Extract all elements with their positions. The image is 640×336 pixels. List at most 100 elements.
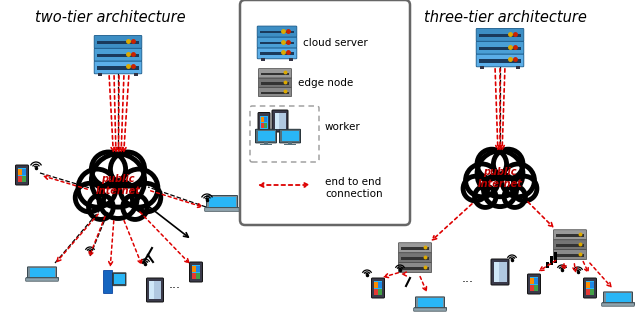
FancyBboxPatch shape	[259, 69, 292, 78]
Bar	[546, 262, 549, 268]
Bar	[98, 73, 102, 76]
FancyBboxPatch shape	[491, 259, 509, 285]
Bar	[282, 131, 298, 141]
FancyBboxPatch shape	[527, 274, 541, 294]
Bar	[556, 235, 584, 237]
FancyBboxPatch shape	[205, 208, 239, 211]
FancyBboxPatch shape	[189, 262, 202, 282]
FancyBboxPatch shape	[147, 278, 163, 302]
Circle shape	[465, 164, 499, 197]
FancyBboxPatch shape	[113, 273, 126, 286]
FancyBboxPatch shape	[476, 29, 524, 41]
Bar	[534, 285, 538, 291]
FancyBboxPatch shape	[371, 278, 385, 298]
Circle shape	[484, 174, 516, 207]
Bar	[29, 268, 54, 277]
Bar	[378, 282, 381, 288]
FancyBboxPatch shape	[398, 263, 431, 272]
FancyBboxPatch shape	[94, 61, 142, 74]
Bar	[590, 282, 593, 288]
Bar	[493, 261, 499, 282]
Bar	[586, 281, 595, 295]
Bar	[414, 307, 446, 309]
Text: public
Internet: public Internet	[477, 167, 522, 189]
Bar	[18, 169, 22, 175]
Circle shape	[76, 183, 104, 212]
FancyBboxPatch shape	[28, 267, 56, 279]
Bar	[97, 66, 139, 70]
Bar	[378, 289, 381, 294]
Bar	[149, 281, 154, 299]
Bar	[18, 168, 26, 182]
Bar	[260, 116, 268, 128]
Text: public
Internet: public Internet	[95, 174, 140, 196]
FancyBboxPatch shape	[258, 113, 270, 131]
FancyBboxPatch shape	[26, 278, 58, 281]
Bar	[114, 274, 125, 284]
Text: worker: worker	[325, 122, 361, 132]
Circle shape	[493, 149, 523, 179]
Bar	[261, 58, 265, 61]
FancyBboxPatch shape	[257, 48, 297, 59]
Circle shape	[123, 195, 147, 219]
Bar	[196, 272, 200, 279]
FancyBboxPatch shape	[554, 230, 587, 240]
Bar	[284, 144, 296, 145]
Text: ...: ...	[462, 271, 474, 285]
Bar	[97, 53, 139, 57]
Bar	[209, 197, 236, 207]
FancyBboxPatch shape	[476, 41, 524, 54]
Bar	[586, 282, 589, 288]
Bar	[586, 289, 589, 294]
Text: end to end
connection: end to end connection	[325, 177, 383, 199]
Bar	[261, 73, 289, 75]
Bar	[534, 278, 538, 284]
Bar	[556, 254, 584, 257]
FancyBboxPatch shape	[104, 270, 113, 294]
Bar	[260, 31, 294, 34]
FancyBboxPatch shape	[257, 26, 297, 37]
Circle shape	[92, 152, 125, 186]
FancyBboxPatch shape	[554, 240, 587, 250]
Bar	[18, 175, 22, 181]
Bar	[192, 266, 195, 272]
Text: cloud server: cloud server	[303, 38, 368, 48]
Bar	[590, 289, 593, 294]
Bar	[374, 289, 378, 294]
FancyBboxPatch shape	[259, 87, 292, 97]
Circle shape	[477, 151, 523, 197]
FancyBboxPatch shape	[207, 196, 237, 209]
Bar	[289, 58, 293, 61]
Circle shape	[132, 183, 161, 212]
Circle shape	[92, 154, 145, 207]
Bar	[554, 252, 557, 263]
Circle shape	[88, 195, 113, 219]
Bar	[556, 244, 584, 247]
Bar	[264, 142, 268, 144]
FancyBboxPatch shape	[415, 297, 445, 309]
Circle shape	[504, 186, 525, 207]
FancyBboxPatch shape	[602, 303, 634, 306]
Circle shape	[78, 169, 116, 207]
Circle shape	[477, 149, 507, 179]
FancyBboxPatch shape	[94, 48, 142, 61]
Bar	[479, 34, 521, 37]
Bar	[530, 277, 538, 291]
Bar	[479, 59, 521, 62]
Bar	[479, 46, 521, 50]
Bar	[22, 175, 26, 181]
Circle shape	[475, 186, 496, 207]
Circle shape	[99, 180, 137, 218]
Bar	[275, 113, 285, 129]
Circle shape	[512, 176, 537, 201]
FancyBboxPatch shape	[584, 278, 596, 298]
FancyBboxPatch shape	[604, 292, 632, 304]
Bar	[530, 278, 534, 284]
Bar	[260, 123, 264, 128]
FancyBboxPatch shape	[476, 54, 524, 67]
Bar	[192, 272, 195, 279]
FancyBboxPatch shape	[413, 308, 446, 311]
FancyBboxPatch shape	[272, 110, 288, 132]
FancyBboxPatch shape	[259, 78, 292, 87]
Bar	[260, 144, 272, 145]
